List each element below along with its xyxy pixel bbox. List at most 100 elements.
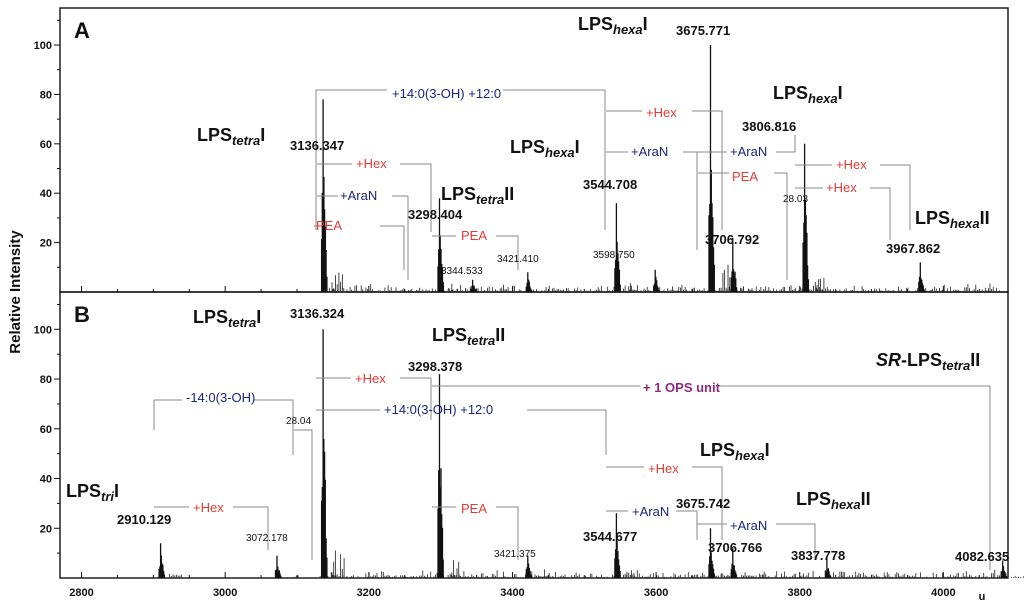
peak-label-3967.862: 3967.862 <box>886 241 940 256</box>
x-tick-label: 4000 <box>931 587 955 599</box>
peak-3706.766 <box>730 548 738 578</box>
annotation-label: +Hex <box>356 156 387 171</box>
annotation-label: 28.04 <box>286 416 311 427</box>
peak-label-3706.766: 3706.766 <box>708 540 762 555</box>
peak-3675.771 <box>708 45 715 292</box>
annotation-label: +Hex <box>193 500 224 515</box>
species-label: LPShexaI <box>773 83 843 106</box>
peak-satellite <box>624 570 638 578</box>
y-axis-title: Relative Intensity <box>7 230 24 354</box>
peak-satellite <box>331 272 345 292</box>
species-label: LPStetraI <box>197 125 265 148</box>
peak-3544.677 <box>614 513 621 578</box>
species-label: SR-LPStetraII <box>876 350 980 373</box>
annotation-bracket <box>432 385 991 570</box>
peak-3837.778 <box>824 558 832 578</box>
annotation-label: +AraN <box>340 188 377 203</box>
annotation-label: PEA <box>732 169 758 184</box>
peak-3136.324 <box>320 329 328 578</box>
annotation-label: +AraN <box>631 144 668 159</box>
annotation-bracket <box>606 151 698 250</box>
peak-label-3806.816: 3806.816 <box>742 119 796 134</box>
peak-label-2910.129: 2910.129 <box>117 512 171 527</box>
annotation-label: +14:0(3-OH) +12:0 <box>392 86 501 101</box>
annotation-bracket <box>606 466 723 540</box>
peak-label-3344.533: 3344.533 <box>441 266 483 277</box>
annotation-bracket <box>697 135 796 153</box>
annotation-label: +14:0(3-OH) +12:0 <box>384 402 493 417</box>
peak-3806.816 <box>802 143 810 292</box>
annotation-bracket <box>294 429 313 560</box>
peak-3072.178 <box>274 555 282 578</box>
y-tick-label: 20 <box>40 523 52 535</box>
peak-satellite <box>930 288 942 292</box>
annotation-label: +AraN <box>632 504 669 519</box>
annotation-label: PEA <box>461 228 487 243</box>
x-tick-label: 3400 <box>500 587 524 599</box>
annotation-label: +Hex <box>646 105 677 120</box>
peak-label-3136.324: 3136.324 <box>290 306 345 321</box>
annotation-label: +AraN <box>730 144 767 159</box>
x-tick-label: 3600 <box>644 587 668 599</box>
peak-3421.410 <box>525 272 533 292</box>
peak-satellite <box>835 575 849 578</box>
peak-label-3136.347: 3136.347 <box>290 138 344 153</box>
peak-satellite <box>447 283 461 292</box>
annotation-bracket <box>606 510 698 540</box>
y-tick-label: 40 <box>40 474 52 486</box>
peak-3598.750 <box>653 269 660 292</box>
peak-satellite <box>285 575 299 578</box>
annotation-bracket <box>154 506 269 550</box>
peak-label-3298.378: 3298.378 <box>408 359 462 374</box>
peak-satellite <box>624 283 638 292</box>
panel-letter-B: B <box>74 302 90 327</box>
peak-satellite <box>447 560 461 578</box>
baseline-noise <box>318 569 1000 578</box>
species-label: LPStriI <box>66 481 119 504</box>
peak-label-3706.792: 3706.792 <box>705 232 759 247</box>
peak-label-3421.410: 3421.410 <box>497 254 539 265</box>
annotation-bracket <box>697 523 816 560</box>
species-label: LPShexaII <box>796 489 871 512</box>
annotation-bracket <box>432 506 519 560</box>
peak-satellite <box>481 291 495 292</box>
annotation-label: +Hex <box>826 180 857 195</box>
peak-satellite <box>536 575 550 578</box>
peak-label-3544.677: 3544.677 <box>583 529 637 544</box>
x-axis-unit: u <box>979 591 986 603</box>
peak-satellite <box>741 286 755 292</box>
y-tick-label: 80 <box>40 374 52 386</box>
peak-label-3072.178: 3072.178 <box>246 533 288 544</box>
peak-3298.404 <box>437 198 444 292</box>
peak-4082.635 <box>1000 560 1008 578</box>
annotation-label: -14:0(3-OH) <box>186 390 255 405</box>
peak-2910.129 <box>158 543 166 578</box>
annotation-bracket <box>606 110 723 230</box>
annotation-brackets <box>153 89 991 570</box>
species-label: LPStetraII <box>441 184 514 207</box>
peak-label-3421.375: 3421.375 <box>494 549 536 560</box>
peak-label-3298.404: 3298.404 <box>408 207 463 222</box>
y-tick-label: 20 <box>40 238 52 250</box>
peak-satellite <box>741 575 755 578</box>
panel-frame-B <box>59 291 1009 579</box>
peak-satellite <box>331 550 345 578</box>
annotation-bracket <box>432 235 519 270</box>
peak-label-3675.771: 3675.771 <box>676 23 730 38</box>
annotation-bracket <box>153 399 294 455</box>
annotation-bracket <box>317 163 432 232</box>
peak-satellite <box>718 264 732 292</box>
annotation-label: +Hex <box>836 157 867 172</box>
y-tick-label: 60 <box>40 424 52 436</box>
y-tick-label: 100 <box>34 40 52 52</box>
annotation-bracket <box>795 164 911 230</box>
peak-3967.862 <box>918 262 925 292</box>
spectrum-noise <box>318 283 1000 578</box>
peak-satellite <box>1011 575 1024 578</box>
species-label: LPStetraI <box>193 307 261 330</box>
annotation-label: +AraN <box>730 518 767 533</box>
peak-3344.533 <box>470 279 478 292</box>
annotation-label: PEA <box>461 501 487 516</box>
peak-satellite <box>536 290 550 292</box>
